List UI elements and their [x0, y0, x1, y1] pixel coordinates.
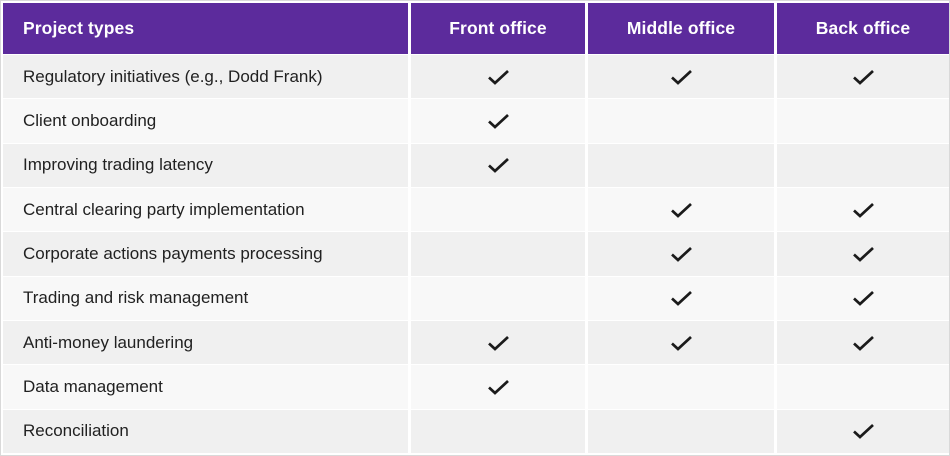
- check-cell-front-office: [411, 55, 585, 99]
- check-cell-back-office: [777, 409, 949, 453]
- check-cell-back-office: [777, 55, 949, 99]
- project-label-cell: Client onboarding: [3, 99, 408, 143]
- check-icon: [487, 113, 509, 129]
- check-cell-middle-office: [588, 99, 774, 143]
- check-cell-back-office: [777, 365, 949, 409]
- check-cell-back-office: [777, 187, 949, 232]
- check-cell-front-office: [411, 99, 585, 143]
- check-icon: [670, 202, 692, 218]
- check-cell-middle-office: [588, 365, 774, 409]
- project-label-cell: Reconciliation: [3, 409, 408, 453]
- column-header-project-types: Project types: [3, 3, 408, 54]
- column-header-front-office: Front office: [411, 3, 585, 54]
- check-cell-back-office: [777, 99, 949, 143]
- check-cell-middle-office: [588, 143, 774, 187]
- project-label-cell: Corporate actions payments processing: [3, 232, 408, 276]
- project-label-cell: Improving trading latency: [3, 143, 408, 187]
- check-cell-middle-office: [588, 409, 774, 453]
- check-cell-front-office: [411, 320, 585, 365]
- check-cell-middle-office: [588, 232, 774, 276]
- check-cell-middle-office: [588, 187, 774, 232]
- check-cell-back-office: [777, 232, 949, 276]
- check-cell-middle-office: [588, 55, 774, 99]
- check-icon: [852, 202, 874, 218]
- check-cell-middle-office: [588, 320, 774, 365]
- check-cell-front-office: [411, 365, 585, 409]
- check-icon: [670, 69, 692, 85]
- check-icon: [852, 69, 874, 85]
- check-icon: [852, 246, 874, 262]
- column-header-back-office: Back office: [777, 3, 949, 54]
- check-icon: [487, 335, 509, 351]
- check-icon: [487, 379, 509, 395]
- check-icon: [852, 291, 874, 307]
- check-icon: [670, 246, 692, 262]
- check-cell-back-office: [777, 276, 949, 320]
- check-icon: [670, 335, 692, 351]
- check-cell-front-office: [411, 232, 585, 276]
- check-cell-back-office: [777, 143, 949, 187]
- check-icon: [852, 335, 874, 351]
- check-cell-front-office: [411, 143, 585, 187]
- project-label-cell: Regulatory initiatives (e.g., Dodd Frank…: [3, 55, 408, 99]
- check-icon: [670, 291, 692, 307]
- check-icon: [852, 424, 874, 440]
- column-header-middle-office: Middle office: [588, 3, 774, 54]
- project-label-cell: Anti-money laundering: [3, 320, 408, 365]
- project-label-cell: Central clearing party implementation: [3, 187, 408, 232]
- project-label-cell: Trading and risk management: [3, 276, 408, 320]
- check-cell-front-office: [411, 409, 585, 453]
- check-cell-front-office: [411, 187, 585, 232]
- check-cell-middle-office: [588, 276, 774, 320]
- check-icon: [487, 158, 509, 174]
- check-cell-front-office: [411, 276, 585, 320]
- project-label-cell: Data management: [3, 365, 408, 409]
- office-project-matrix-table: Project types Front office Middle office…: [3, 3, 949, 453]
- check-cell-back-office: [777, 320, 949, 365]
- check-icon: [487, 69, 509, 85]
